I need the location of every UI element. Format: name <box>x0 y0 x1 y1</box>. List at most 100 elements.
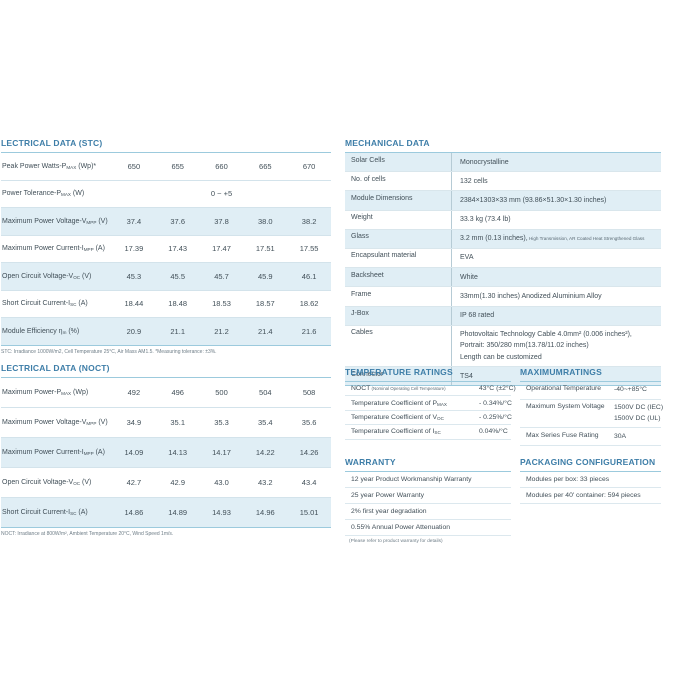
maximum-value-line: 1500V DC (IEC) <box>614 404 664 412</box>
mech-value-text: 2384×1303×33 mm (93.86×51.30×1.30 inches… <box>460 196 607 204</box>
mech-value-text: Length can be customized <box>460 353 542 361</box>
temperature-row: Temperature Coefficient of VOC - 0.25%/°C <box>345 411 512 426</box>
maximum-value-line: -40~+85°C <box>614 386 647 394</box>
label-text: (A) <box>93 449 105 456</box>
spec-row: Maximum Power Voltage-VMPP (V) 34.9 35.1 35… <box>1 408 331 438</box>
spec-row-value: 18.48 <box>168 299 188 309</box>
mech-value-line: 3.2 mm (0.13 inches), High Transmission,… <box>460 233 661 244</box>
mech-row: J-Box IP 68 rated <box>345 306 661 326</box>
spec-row-label: Peak Power Watts-PMAX (Wp)* <box>1 163 112 170</box>
label-text: (Wp) <box>71 389 89 396</box>
spec-row-value: 43.0 <box>214 478 229 487</box>
maximum-row-label: Max Series Fuse Rating <box>526 431 599 439</box>
mech-value-text: IP 68 rated <box>460 312 495 319</box>
stc-title: LECTRICAL DATA (STC) <box>1 138 331 153</box>
label-subscript: MAX <box>66 164 77 170</box>
spec-row-value: 14.96 <box>255 508 275 517</box>
mech-row-value: IP 68 rated <box>451 306 661 325</box>
temperature-row-label: Temperature Coefficient of ISC <box>351 428 479 435</box>
spec-row-value: 17.47 <box>212 244 231 254</box>
mech-row-value: TS4 <box>451 367 661 386</box>
electrical-noct-section: LECTRICAL DATA (NOCT) Maximum Power-PMAX… <box>1 363 331 537</box>
label-subscript: OC <box>437 415 444 421</box>
packaging-title: PACKAGING CONFIGUREATION <box>520 457 661 472</box>
packaging-list: Modules per box: 33 pieces Modules per 40… <box>520 472 661 504</box>
mech-value-line: 132 cells <box>460 176 661 187</box>
temperature-row: Temperature Coefficient of PMAX - 0.34%/°… <box>345 396 512 411</box>
mech-row: Weight 33.3 kg (73.4 lb) <box>345 210 661 230</box>
label-subscript: MAX <box>437 401 447 407</box>
spec-row-value: 18.44 <box>124 299 144 309</box>
packaging-section: PACKAGING CONFIGUREATION Modules per box… <box>520 457 661 504</box>
label-subscript: MAX <box>61 391 72 396</box>
spec-row-value: 508 <box>302 388 316 397</box>
mech-value-text: 132 cells <box>460 177 488 185</box>
temperature-row-value: 0.04%/°C <box>479 428 508 436</box>
spec-row-value: 38.0 <box>257 216 273 226</box>
mech-row: Encapsulant material EVA <box>345 248 661 269</box>
mech-value-text: Photovoltaic Technology Cable 4.0mm² (0.… <box>460 331 632 339</box>
mech-value-line: White <box>460 272 661 283</box>
noct-title: LECTRICAL DATA (NOCT) <box>1 363 331 378</box>
spec-row-value: 20.9 <box>126 326 142 336</box>
mech-value-line: TS4 <box>460 371 661 382</box>
label-text: (Wp)* <box>76 162 97 170</box>
warranty-item: 2% first year degradation <box>345 504 511 520</box>
spec-row: Maximum Power-PMAX (Wp) 492 496 500 504 508 <box>1 378 331 408</box>
spec-row-value: 18.62 <box>299 299 319 309</box>
mech-row-value: 2384×1303×33 mm (93.86×51.30×1.30 inches… <box>451 191 661 210</box>
spec-row: Maximum Power Voltage-VMPP (V) 37.4 37.6 37… <box>1 208 331 236</box>
spec-row-value: 14.26 <box>299 448 319 457</box>
label-text: Temperature Coefficient of I <box>351 428 435 436</box>
maximum-row: Operational Temperature -40~+85°C <box>520 382 661 400</box>
packaging-item: Modules per 40' container: 594 pieces <box>520 488 661 504</box>
spec-row-value: 42.9 <box>170 478 185 487</box>
spec-row-value: 17.55 <box>299 244 319 254</box>
warranty-item: 0.55% Annual Power Attenuation <box>345 520 511 536</box>
maximum-table: Operational Temperature -40~+85°C Maximum … <box>520 382 664 447</box>
label-text: Peak Power Watts-P <box>2 162 67 170</box>
maximum-row-label: Operational Temperature <box>526 385 602 393</box>
spec-row-label: Maximum Power Voltage-VMPP (V) <box>1 419 112 426</box>
mech-row-label: No. of cells <box>351 175 386 183</box>
temperature-row-label: Temperature Coefficient of PMAX <box>351 400 479 407</box>
spec-row-label: Maximum Power Current-IMPP (A) <box>1 245 112 252</box>
mech-value-line: EVA <box>460 252 661 263</box>
spec-row: Open Circuit Voltage-VOC (V) 42.7 42.9 43.0… <box>1 468 331 498</box>
spec-row: Maximum Power Current-IMPP (A) 17.39 17.43… <box>1 236 331 263</box>
spec-row-label: Module Efficiency ηm (%) <box>1 328 112 335</box>
stc-footnote: STC: Irradiance 1000W/m2, Cell Temperatu… <box>1 348 217 355</box>
label-subscript: MPP <box>83 247 94 253</box>
mech-value-line: Monocrystalline <box>460 157 661 168</box>
spec-row-value: 21.6 <box>301 326 317 336</box>
spec-row-value: 17.51 <box>255 244 275 254</box>
label-text: Module Efficiency η <box>2 327 63 335</box>
label-subscript: SC <box>70 511 77 516</box>
mech-value-line: 33mm(1.30 inches) Anodized Aluminium All… <box>460 291 661 302</box>
label-text: Maximum Power Voltage-V <box>2 217 87 225</box>
label-text: Maximum Power Voltage-V <box>2 419 87 426</box>
temperature-table: NOCT (Nominal Operating Cell Temperature… <box>345 382 516 440</box>
mech-row-label: Cables <box>351 329 373 337</box>
spec-row-span-value: 0 ~ +5 <box>210 189 233 199</box>
label-small-text: (Nominal Operating Cell Temperature) <box>370 386 446 392</box>
mech-value-text: TS4 <box>460 372 473 380</box>
spec-row: Short Circuit Current-ISC (A) 18.44 18.48 1… <box>1 291 331 318</box>
mech-value-text: EVA <box>460 254 474 262</box>
mech-value-line: 2384×1303×33 mm (93.86×51.30×1.30 inches… <box>460 195 661 206</box>
spec-row-value: 45.3 <box>126 271 142 281</box>
mechanical-section: MECHANICAL DATA Solar Cells Monocrystalli… <box>345 138 661 387</box>
mech-row-value: White <box>451 268 661 287</box>
spec-row-value: 18.53 <box>212 299 231 309</box>
spec-row-value: 665 <box>259 161 272 171</box>
mech-value-line: IP 68 rated <box>460 310 661 321</box>
label-text: (A) <box>76 300 88 308</box>
label-text: (W) <box>70 190 85 198</box>
label-text: (V) <box>80 479 92 486</box>
maximum-row: Max Series Fuse Rating 30A <box>520 428 661 447</box>
spec-row-label: Short Circuit Current-ISC (A) <box>1 300 112 307</box>
mech-row-label: Glass <box>351 233 369 241</box>
mech-value-text: 33mm(1.30 inches) Anodized Aluminium All… <box>460 292 602 300</box>
spec-row-value: 670 <box>302 161 316 171</box>
spec-row-value: 46.1 <box>301 271 317 281</box>
